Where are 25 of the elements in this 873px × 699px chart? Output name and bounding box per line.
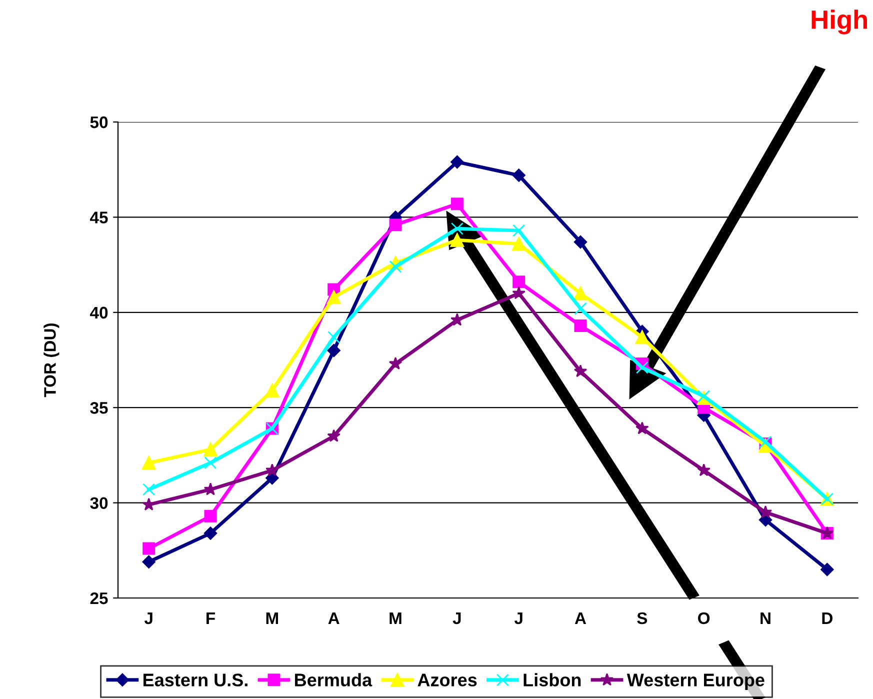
legend-label: Azores <box>418 674 477 686</box>
x-tick-label: D <box>822 612 832 624</box>
x-tick-label: S <box>637 612 648 624</box>
y-tick-label: 50 <box>90 116 108 128</box>
x-tick-label: A <box>328 612 340 624</box>
y-tick-label: 40 <box>90 306 108 319</box>
text: High <box>812 10 868 34</box>
y-tick-label: 30 <box>90 497 108 510</box>
x-tick-label: N <box>760 612 770 624</box>
x-tick-label: F <box>206 612 215 624</box>
legend-label: Western Europe <box>626 674 764 690</box>
x-tick-label: J <box>514 612 522 624</box>
x-tick-label: A <box>574 612 586 624</box>
x-tick-label: J <box>144 612 152 624</box>
y-axis-title: TOR (DU) <box>44 323 60 398</box>
x-tick-label: J <box>452 612 461 624</box>
x-tick-label: M <box>266 612 278 624</box>
x-tick-label: M <box>390 612 402 624</box>
legend-label: Lisbon <box>524 673 581 686</box>
legend-label: Bermuda <box>295 673 372 686</box>
y-tick-label: 35 <box>90 402 108 414</box>
y-tick-label: 45 <box>90 212 108 224</box>
x-tick-label: O <box>698 612 710 624</box>
y-tick-label: 25 <box>90 592 108 604</box>
legend-label: Eastern U.S. <box>144 674 248 686</box>
